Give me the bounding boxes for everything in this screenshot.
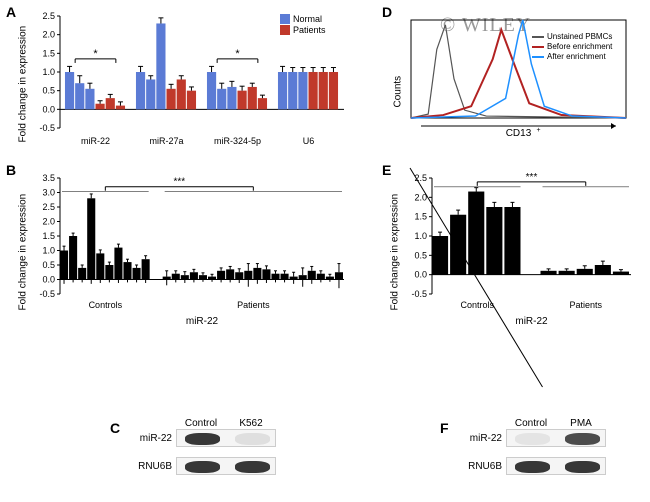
svg-text:miR-324-5p: miR-324-5p (214, 136, 261, 146)
panel-e-ylabel: Fold change in expression (390, 181, 401, 311)
panel-a-ylabel: Fold change in expression (18, 13, 29, 143)
legend-before-label: Before enrichment (547, 42, 612, 51)
svg-text:3.5: 3.5 (42, 173, 55, 183)
panel-c-row2-label: RNU6B (128, 461, 176, 472)
legend-normal-label: Normal (293, 14, 322, 24)
panel-f-col1: Control (506, 418, 556, 429)
svg-text:-0.5: -0.5 (39, 289, 55, 299)
svg-text:-0.5: -0.5 (411, 289, 427, 299)
panel-c-row1-label: miR-22 (128, 433, 176, 444)
legend-after-label: After enrichment (547, 52, 606, 61)
svg-text:miR-27a: miR-27a (149, 136, 183, 146)
svg-text:***: *** (173, 177, 185, 188)
svg-text:miR-22: miR-22 (81, 136, 110, 146)
panel-c-row2: RNU6B (128, 457, 276, 475)
svg-text:0.0: 0.0 (42, 104, 55, 114)
svg-text:+: + (537, 127, 541, 134)
svg-text:***: *** (526, 172, 538, 183)
svg-text:*: * (93, 48, 98, 60)
svg-text:U6: U6 (303, 136, 315, 146)
svg-text:1.5: 1.5 (414, 212, 427, 222)
svg-text:0.5: 0.5 (42, 86, 55, 96)
panel-c-blot: Control K562 miR-22 RNU6B (128, 418, 276, 477)
panel-c-row1: miR-22 (128, 429, 276, 447)
svg-text:1.5: 1.5 (42, 48, 55, 58)
legend-patients: Patients (280, 25, 326, 35)
svg-text:3.0: 3.0 (42, 188, 55, 198)
svg-text:CD13: CD13 (506, 128, 532, 139)
legend-unstained: Unstained PBMCs (532, 32, 612, 41)
svg-text:2.0: 2.0 (42, 30, 55, 40)
svg-text:0.5: 0.5 (414, 250, 427, 260)
panel-f-row2-label: RNU6B (458, 461, 506, 472)
svg-text:1.0: 1.0 (414, 231, 427, 241)
panel-a-label: A (6, 4, 16, 20)
panel-f-row1-label: miR-22 (458, 433, 506, 444)
panel-e-label: E (382, 162, 391, 178)
svg-text:Patients: Patients (237, 300, 270, 310)
panel-d-ylabel: Counts (393, 48, 404, 108)
svg-text:1.0: 1.0 (42, 67, 55, 77)
panel-f-row1: miR-22 (458, 429, 606, 447)
svg-text:0.0: 0.0 (414, 270, 427, 280)
panel-f-label: F (440, 420, 449, 436)
panel-d-label: D (382, 4, 392, 20)
panel-f-col2: PMA (556, 418, 606, 429)
panel-c-col1: Control (176, 418, 226, 429)
svg-text:1.5: 1.5 (42, 231, 55, 241)
svg-text:Controls: Controls (89, 300, 123, 310)
svg-text:miR-22: miR-22 (186, 316, 219, 327)
panel-c-label: C (110, 420, 120, 436)
svg-text:2.5: 2.5 (42, 202, 55, 212)
svg-text:Patients: Patients (569, 300, 602, 310)
legend-before: Before enrichment (532, 42, 612, 51)
panel-e-chart: -0.50.00.51.01.52.02.5ControlsPatientsmi… (410, 168, 635, 328)
legend-patients-label: Patients (293, 25, 326, 35)
panel-d-legend: Unstained PBMCs Before enrichment After … (532, 32, 612, 62)
panel-f-blot: Control PMA miR-22 RNU6B (458, 418, 606, 477)
svg-text:0.5: 0.5 (42, 260, 55, 270)
panel-f-row2: RNU6B (458, 457, 606, 475)
svg-text:2.5: 2.5 (42, 11, 55, 21)
svg-text:*: * (235, 48, 240, 60)
panel-a-legend: Normal Patients (280, 14, 326, 36)
svg-text:2.0: 2.0 (42, 217, 55, 227)
svg-text:-0.5: -0.5 (39, 123, 55, 133)
legend-unstained-label: Unstained PBMCs (547, 32, 612, 41)
svg-text:0.0: 0.0 (42, 275, 55, 285)
panel-b-label: B (6, 162, 16, 178)
svg-text:Controls: Controls (460, 300, 494, 310)
legend-normal: Normal (280, 14, 326, 24)
panel-b-ylabel: Fold change in expression (18, 181, 29, 311)
legend-after: After enrichment (532, 52, 612, 61)
svg-text:1.0: 1.0 (42, 246, 55, 256)
panel-b-chart: -0.5 0.0 0.5 1.0 1.5 2.0 2.5 3.0 3.5 Controls Pati… (38, 168, 348, 328)
panel-c-col2: K562 (226, 418, 276, 429)
svg-text:miR-22: miR-22 (515, 316, 548, 327)
